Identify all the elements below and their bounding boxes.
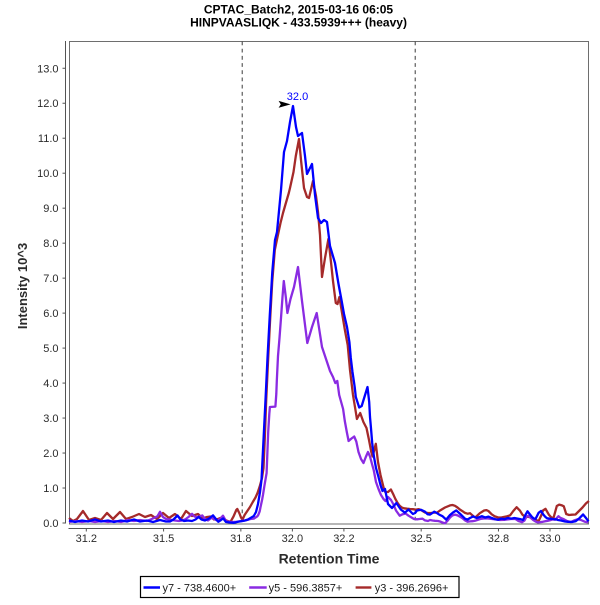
svg-text:8.0: 8.0 [43, 238, 58, 250]
svg-text:6.0: 6.0 [43, 308, 58, 320]
svg-text:11.0: 11.0 [38, 133, 59, 145]
svg-text:y3 - 396.2696+: y3 - 396.2696+ [375, 583, 449, 595]
svg-text:7.0: 7.0 [43, 273, 58, 285]
svg-text:1.0: 1.0 [43, 483, 58, 495]
svg-text:0.0: 0.0 [43, 518, 58, 530]
svg-text:y7 - 738.4600+: y7 - 738.4600+ [163, 583, 237, 595]
svg-text:32.5: 32.5 [410, 533, 431, 545]
svg-text:31.5: 31.5 [153, 533, 174, 545]
svg-text:HINPVAASLIQK - 433.5939+++ (he: HINPVAASLIQK - 433.5939+++ (heavy) [190, 16, 407, 30]
svg-text:32.2: 32.2 [333, 533, 354, 545]
svg-text:32.0: 32.0 [282, 533, 303, 545]
svg-text:13.0: 13.0 [37, 63, 58, 75]
svg-text:Intensity 10^3: Intensity 10^3 [15, 243, 30, 329]
svg-text:31.2: 31.2 [76, 533, 97, 545]
svg-text:32.8: 32.8 [488, 533, 509, 545]
svg-text:9.0: 9.0 [43, 203, 58, 215]
svg-text:Retention Time: Retention Time [279, 551, 380, 567]
svg-text:12.0: 12.0 [37, 98, 58, 110]
svg-text:3.0: 3.0 [43, 413, 58, 425]
svg-text:y5 - 596.3857+: y5 - 596.3857+ [269, 583, 343, 595]
svg-text:5.0: 5.0 [43, 343, 58, 355]
svg-text:CPTAC_Batch2, 2015-03-16 06:05: CPTAC_Batch2, 2015-03-16 06:05 [204, 3, 394, 17]
svg-text:10.0: 10.0 [37, 168, 58, 180]
svg-text:33.0: 33.0 [539, 533, 560, 545]
svg-text:4.0: 4.0 [43, 378, 58, 390]
svg-text:2.0: 2.0 [43, 448, 58, 460]
svg-text:32.0: 32.0 [287, 91, 308, 103]
svg-text:31.8: 31.8 [230, 533, 251, 545]
